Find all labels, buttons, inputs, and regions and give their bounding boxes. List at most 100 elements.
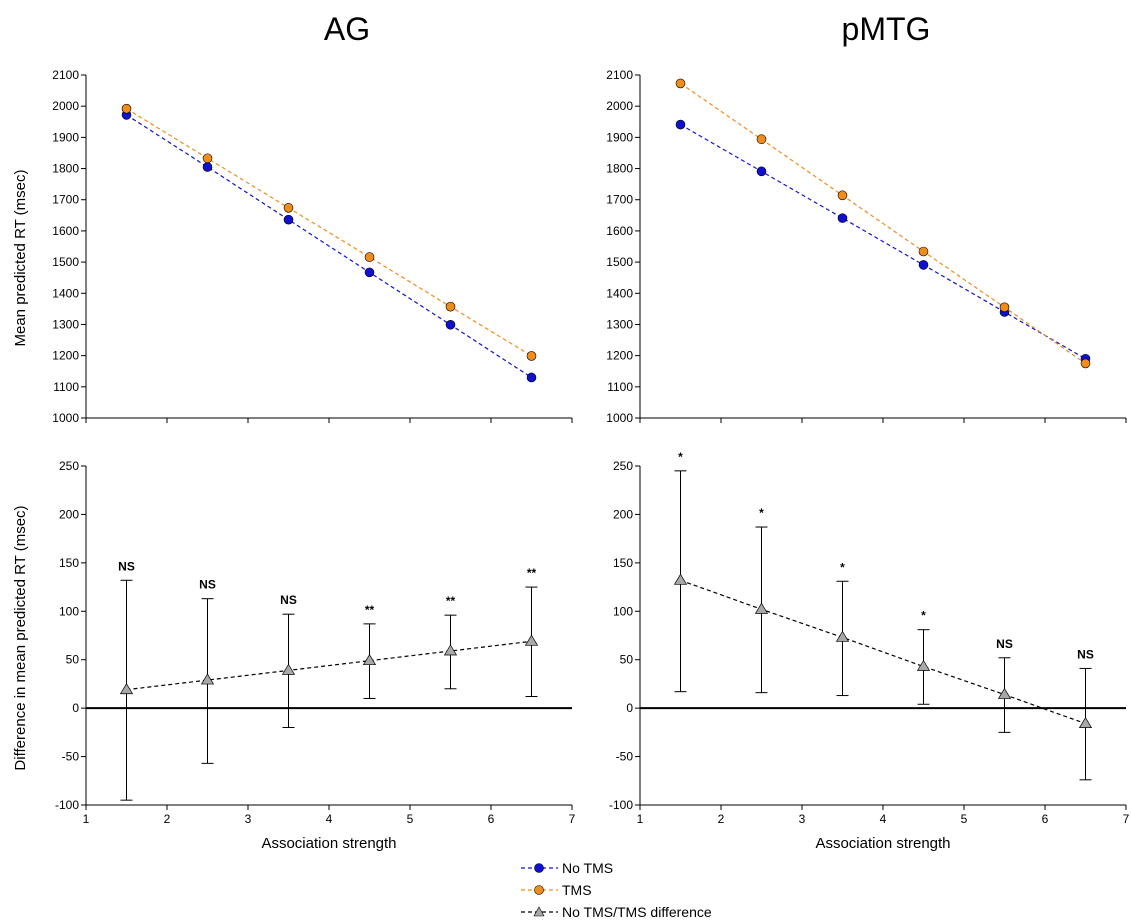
y-tick-label: 1700 [52, 193, 79, 207]
x-tick-label: 1 [83, 812, 90, 826]
y-tick-label: 1300 [606, 317, 633, 331]
series-line-tms [126, 108, 532, 357]
panel-title: AG [324, 11, 370, 47]
data-point-no_tms [675, 119, 686, 130]
significance-label: NS [118, 559, 135, 573]
data-point-difference [754, 602, 769, 614]
x-tick-label: 1 [637, 812, 644, 826]
y-tick-label: 250 [613, 459, 633, 473]
legend-label-tms: TMS [562, 882, 592, 898]
data-point-difference [119, 683, 134, 695]
y-tick-label: 200 [613, 507, 633, 521]
x-tick-label: 7 [1123, 812, 1130, 826]
y-tick-label: 0 [626, 701, 633, 715]
significance-label: NS [280, 593, 297, 607]
data-point-tms [202, 153, 213, 164]
significance-label: * [759, 506, 764, 520]
data-point-no_tms [837, 213, 848, 223]
chart-panels: AG10001100120013001400150016001700180019… [52, 11, 1129, 852]
panel-AG-bottom: -100 -50 0 50 100 150 200 250 1 2 3 4 5 6 7 Association… [55, 459, 576, 852]
x-tick-label: 4 [326, 812, 333, 826]
data-point-no_tms [202, 162, 213, 172]
series-line-difference [680, 579, 1086, 725]
x-tick-label: 3 [799, 812, 806, 826]
y-tick-label: 1600 [52, 224, 79, 238]
series-line-no_tms [680, 124, 1086, 360]
y-tick-label: -50 [616, 750, 634, 764]
significance-label: ** [365, 603, 375, 617]
y-tick-label: 100 [59, 604, 79, 618]
y-tick-label: 1400 [52, 286, 79, 300]
significance-label: NS [1077, 647, 1094, 661]
y-tick-label: 50 [66, 653, 80, 667]
x-tick-label: 2 [164, 812, 171, 826]
y-tick-label: 2100 [606, 68, 633, 82]
y-tick-label: 200 [59, 507, 79, 521]
panel-AG-top: AG 1000 1100 1200 1300 1400 1500 1600 1700 1800 19… [52, 11, 573, 425]
data-point-tms [675, 78, 686, 89]
data-point-difference [1078, 716, 1093, 728]
data-point-tms [364, 252, 375, 262]
y-tick-label: -50 [62, 750, 80, 764]
x-axis-label: Association strength [261, 835, 396, 852]
data-point-tms [837, 190, 848, 201]
legend-label-difference: No TMS/TMS difference [562, 904, 712, 920]
legend-marker-tms [534, 885, 544, 895]
y-tick-label: 2000 [52, 99, 79, 113]
y-tick-label: 50 [620, 653, 634, 667]
legend-marker-difference [533, 906, 545, 917]
y-tick-label: 1200 [606, 349, 633, 363]
series-line-difference [126, 640, 532, 691]
significance-label: * [678, 450, 683, 464]
y-tick-label: 150 [59, 556, 79, 570]
data-point-no_tms [526, 372, 537, 383]
x-tick-label: 2 [718, 812, 725, 826]
y-tick-label: 1100 [53, 380, 79, 394]
y-tick-label: 1500 [52, 255, 79, 269]
y-tick-label: 1600 [606, 224, 633, 238]
data-point-no_tms [918, 260, 929, 270]
significance-label: * [921, 609, 926, 623]
data-point-difference [673, 573, 688, 585]
data-point-tms [1080, 358, 1091, 369]
data-point-tms [121, 103, 132, 114]
panel-pMTG-top: pMTG 1000 1100 1200 1300 1400 1500 1600 1700 1800… [606, 11, 1127, 425]
data-point-no_tms [283, 214, 294, 225]
y-tick-label: 1000 [52, 411, 79, 425]
x-tick-label: 7 [569, 812, 576, 826]
y-tick-label: 1700 [606, 193, 633, 207]
y-tick-label: 1300 [52, 317, 79, 331]
y-tick-label: 1800 [606, 162, 633, 176]
significance-label: ** [527, 566, 537, 580]
significance-label: NS [996, 637, 1013, 651]
series-line-tms [680, 82, 1086, 364]
y-tick-label: 1000 [606, 411, 633, 425]
top-y-axis-label: Mean predicted RT (msec) [12, 169, 29, 346]
x-axis-label: Association strength [815, 835, 950, 852]
y-tick-label: 1500 [606, 255, 633, 269]
data-point-tms [999, 302, 1010, 313]
y-tick-label: 150 [613, 556, 633, 570]
y-tick-label: 250 [59, 459, 79, 473]
significance-label: * [840, 560, 845, 574]
legend: No TMS TMS No TMS/TMS difference [521, 860, 712, 920]
data-point-no_tms [756, 166, 767, 177]
data-point-tms [526, 351, 537, 361]
legend-label-no-tms: No TMS [562, 860, 613, 876]
y-tick-label: -100 [609, 798, 633, 812]
data-point-difference [997, 687, 1012, 699]
x-tick-label: 5 [961, 812, 968, 826]
data-point-difference [916, 659, 931, 671]
y-tick-label: 0 [72, 701, 79, 715]
y-tick-label: 1400 [606, 286, 633, 300]
significance-label: ** [446, 594, 456, 608]
series-line-no_tms [126, 114, 532, 379]
y-tick-label: 1900 [52, 130, 79, 144]
bottom-y-axis-label: Difference in mean predicted RT (msec) [12, 505, 29, 770]
y-tick-label: 1900 [606, 130, 633, 144]
data-point-difference [835, 630, 850, 642]
y-tick-label: 2100 [52, 68, 79, 82]
x-tick-label: 3 [245, 812, 252, 826]
y-tick-label: 1100 [607, 380, 633, 394]
